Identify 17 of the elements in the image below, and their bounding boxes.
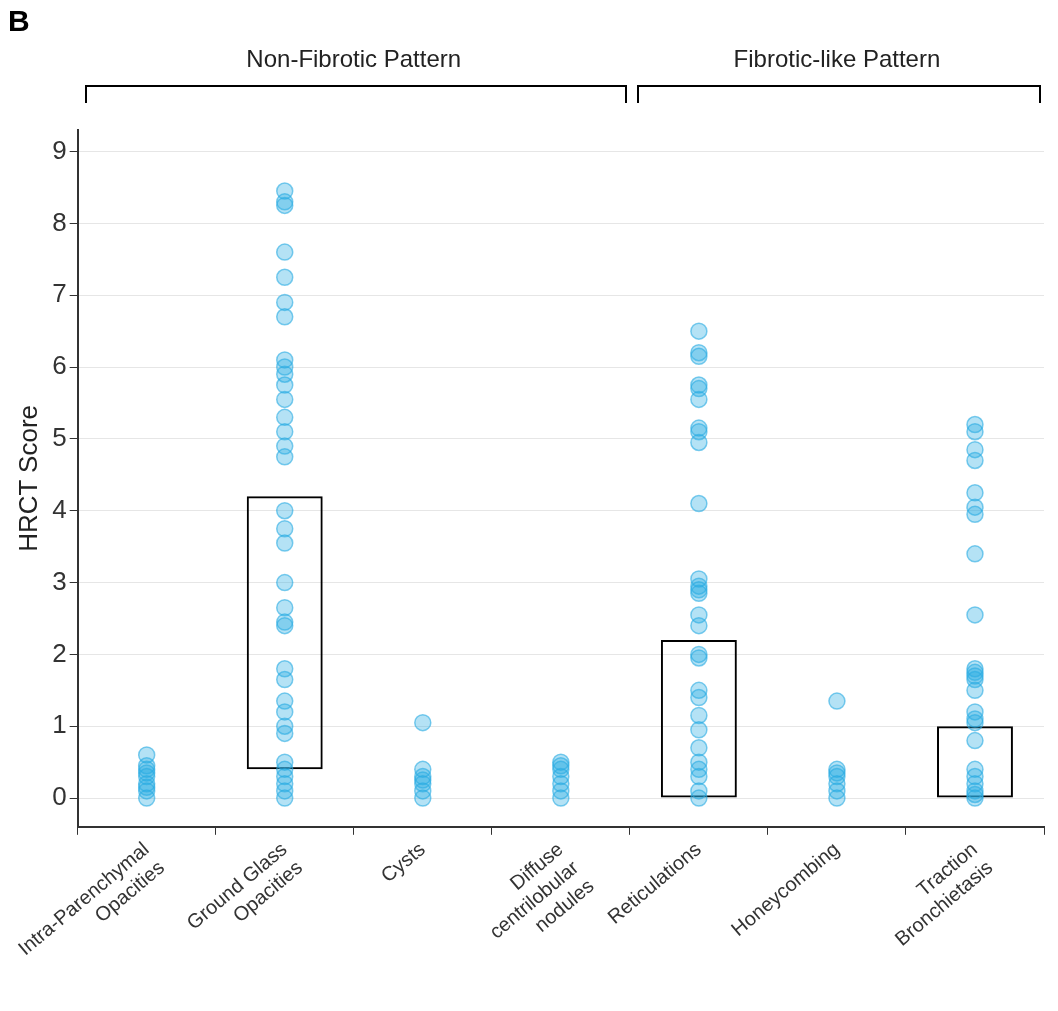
text: Fibrotic-like Pattern xyxy=(732,45,942,73)
y-axis-title: HRCT Score xyxy=(12,404,43,552)
bar xyxy=(937,726,1013,798)
y-tick-label: 6 xyxy=(52,350,67,381)
text: B xyxy=(8,4,30,38)
y-tick-label: 2 xyxy=(52,637,67,668)
y-tick-label: 5 xyxy=(52,422,67,453)
y-tick-label: 7 xyxy=(52,278,67,309)
text: Non-Fibrotic Pattern xyxy=(245,45,463,73)
y-tick-label: 8 xyxy=(52,206,67,237)
bar xyxy=(246,496,323,770)
y-tick-label: 4 xyxy=(52,493,67,524)
y-tick-label: 9 xyxy=(52,134,67,165)
bar xyxy=(660,640,737,798)
y-tick-label: 1 xyxy=(52,709,67,740)
y-tick-label: 0 xyxy=(52,781,67,812)
y-tick-label: 3 xyxy=(52,565,67,596)
